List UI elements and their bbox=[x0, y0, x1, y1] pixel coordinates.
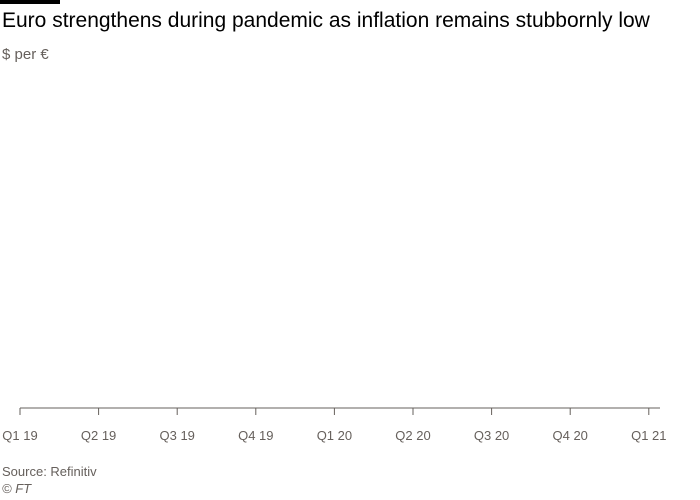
x-tick-label: Q3 20 bbox=[474, 428, 509, 443]
chart-unit-label: $ per € bbox=[2, 46, 49, 63]
x-tick-label: Q4 20 bbox=[552, 428, 587, 443]
x-tick-label: Q2 19 bbox=[81, 428, 116, 443]
brand-top-bar bbox=[0, 0, 60, 4]
x-tick-label: Q1 20 bbox=[317, 428, 352, 443]
x-tick-label: Q4 19 bbox=[238, 428, 273, 443]
line-chart: Q1 19 Q2 19 Q3 19 Q4 19 Q1 20 Q2 20 Q3 20 Q4 20… bbox=[2, 407, 667, 443]
x-axis-ticks bbox=[19, 408, 650, 415]
x-axis-labels: Q1 19 Q2 19 Q3 19 Q4 19 Q1 20 Q2 20 Q3 20 Q4 20… bbox=[2, 428, 666, 443]
chart-title: Euro strengthens during pandemic as infl… bbox=[2, 9, 650, 32]
x-tick-label: Q1 21 bbox=[631, 428, 666, 443]
copyright-note: © FT bbox=[2, 481, 32, 496]
x-tick-label: Q2 20 bbox=[395, 428, 430, 443]
source-note: Source: Refinitiv bbox=[2, 464, 97, 479]
x-tick-label: Q3 19 bbox=[159, 428, 194, 443]
x-tick-label: Q1 19 bbox=[2, 428, 37, 443]
